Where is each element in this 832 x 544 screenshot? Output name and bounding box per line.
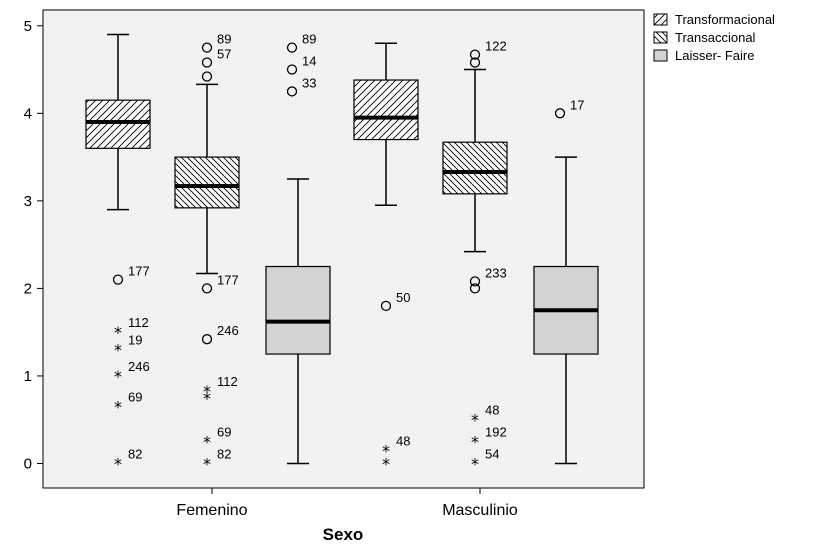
y-tick-label: 2 <box>24 280 32 297</box>
legend-label: Transaccional <box>675 30 756 45</box>
extreme-label: 69 <box>217 425 231 440</box>
legend-label: Laisser- Faire <box>675 48 754 63</box>
extreme-point: * <box>382 441 390 460</box>
box-iqr <box>353 79 419 141</box>
y-tick-label: 1 <box>24 368 32 385</box>
box-laisser-faire-masculinio: 17 <box>533 97 599 465</box>
extreme-point: * <box>203 454 211 473</box>
y-tick-label: 0 <box>24 455 32 472</box>
outlier-label: 177 <box>128 264 150 279</box>
extreme-point: * <box>203 389 211 408</box>
outlier-point <box>201 71 213 82</box>
extreme-point: * <box>382 454 390 473</box>
x-axis: Femenino Masculinio <box>176 488 518 519</box>
x-tick-label: Masculinio <box>442 502 518 519</box>
extreme-point: * <box>203 433 211 452</box>
outlier-point <box>554 108 566 119</box>
outlier-point <box>286 86 298 97</box>
outlier-label: 89 <box>302 32 316 47</box>
extreme-point: * <box>114 398 122 417</box>
legend-swatch <box>653 49 668 62</box>
outlier-point <box>201 57 213 68</box>
outlier-label: 89 <box>217 32 231 47</box>
outlier-point <box>201 42 213 53</box>
boxes: 177*112*19*246*69*8250*48*8957177246*112… <box>85 32 599 473</box>
extreme-point: * <box>114 367 122 386</box>
legend-label: Transformacional <box>675 12 775 27</box>
outlier-point <box>380 300 392 312</box>
outlier-label: 33 <box>302 75 316 90</box>
outlier-point <box>286 42 298 53</box>
outlier-label: 246 <box>217 323 239 338</box>
y-axis: 0 1 2 3 4 5 <box>24 18 43 472</box>
y-tick-label: 5 <box>24 18 32 35</box>
box-transaccional-masculinio: 122 233 * 48 * 192 * 54 <box>442 39 508 473</box>
extreme-label: 192 <box>485 425 507 440</box>
outlier-point <box>201 283 213 294</box>
plot-area <box>42 9 645 489</box>
extreme-label: 246 <box>128 359 150 374</box>
x-tick-label: Femenino <box>176 502 247 519</box>
outlier-label: 17 <box>570 97 584 112</box>
extreme-label: 48 <box>396 433 410 448</box>
extreme-label: 48 <box>485 403 499 418</box>
outlier-point <box>469 283 481 294</box>
outlier-point <box>469 57 481 68</box>
outlier-label: 57 <box>217 47 231 62</box>
box-iqr <box>85 99 151 149</box>
outlier-label: 177 <box>217 272 239 287</box>
extreme-label: 112 <box>128 315 149 330</box>
legend-swatch <box>653 13 668 26</box>
extreme-point: * <box>471 411 479 430</box>
box-iqr <box>442 141 508 195</box>
x-axis-title: Sexo <box>323 525 364 544</box>
extreme-point: * <box>114 323 122 342</box>
extreme-label: 112 <box>217 374 238 389</box>
extreme-label: 69 <box>128 390 142 405</box>
extreme-point: * <box>471 433 479 452</box>
outlier-label: 14 <box>302 54 316 69</box>
extreme-point: * <box>471 454 479 473</box>
legend: Transformacional Transaccional Laisser- Fa… <box>653 12 775 63</box>
y-tick-label: 3 <box>24 193 32 210</box>
outlier-label: 122 <box>485 39 507 54</box>
box-iqr <box>265 265 331 355</box>
outlier-point <box>286 64 298 75</box>
outlier-point <box>112 274 124 285</box>
extreme-point: * <box>114 454 122 473</box>
extreme-label: 82 <box>217 446 231 461</box>
outlier-label: 233 <box>485 265 507 280</box>
box-transformacional-masculinio: 50 * 48 * <box>353 42 419 473</box>
box-transformacional-femenino: 177 * 112 * 19 * 246 * 69 * 82 <box>85 33 151 473</box>
extreme-point: * <box>203 382 211 401</box>
outlier-point <box>469 49 481 60</box>
extreme-point: * <box>114 341 122 360</box>
extreme-label: 54 <box>485 446 499 461</box>
outlier-point <box>469 276 481 287</box>
outlier-point <box>201 334 213 345</box>
extreme-label: 82 <box>128 446 142 461</box>
box-laisser-faire-femenino: 89 14 33 <box>265 32 331 465</box>
box-iqr <box>174 156 240 209</box>
outlier-label: 50 <box>396 290 410 305</box>
y-tick-label: 4 <box>24 105 32 122</box>
extreme-label: 19 <box>128 333 142 348</box>
legend-swatch <box>653 31 668 44</box>
